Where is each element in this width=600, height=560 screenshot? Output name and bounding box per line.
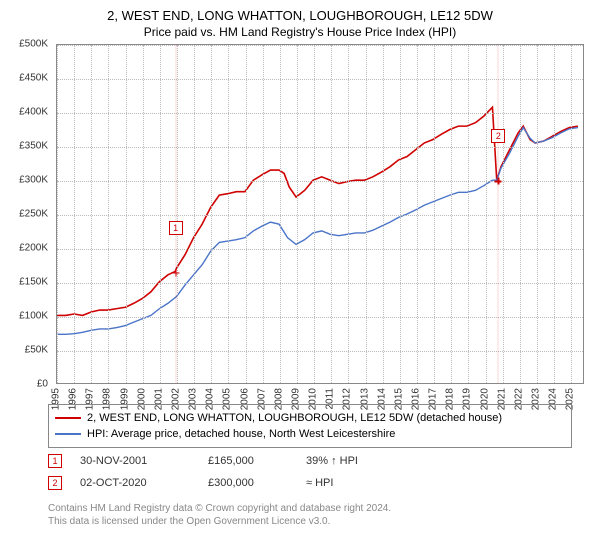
gridline xyxy=(571,45,572,383)
y-tick-label: £200K xyxy=(8,243,48,254)
gridline xyxy=(57,249,583,250)
gridline xyxy=(57,181,583,182)
chart-area: £0 £50K £100K £150K £200K £250K £300K £350K £400… xyxy=(8,44,592,400)
y-tick-label: £300K xyxy=(8,175,48,186)
footer-attribution: Contains HM Land Registry data © Crown c… xyxy=(48,502,572,528)
gridline xyxy=(160,45,161,383)
gridline xyxy=(228,45,229,383)
sale-delta: ≈ HPI xyxy=(306,477,396,489)
gridline xyxy=(126,45,127,383)
gridline xyxy=(503,45,504,383)
gridline xyxy=(211,45,212,383)
legend: 2, WEST END, LONG WHATTON, LOUGHBOROUGH,… xyxy=(48,404,572,448)
gridline xyxy=(383,45,384,383)
gridline xyxy=(194,45,195,383)
sale-idx: 2 xyxy=(48,476,62,490)
gridline xyxy=(554,45,555,383)
sale-marker-label: 1 xyxy=(169,221,183,235)
y-tick-label: £400K xyxy=(8,107,48,118)
legend-swatch xyxy=(55,433,81,435)
legend-row: 2, WEST END, LONG WHATTON, LOUGHBOROUGH,… xyxy=(55,410,565,426)
gridline xyxy=(108,45,109,383)
gridline xyxy=(400,45,401,383)
gridline xyxy=(520,45,521,383)
sales-table: 1 30-NOV-2001 £165,000 39% ↑ HPI 2 02-OCT-202… xyxy=(48,450,572,494)
sale-marker-cross xyxy=(495,178,502,185)
sale-marker-cross xyxy=(172,269,179,276)
gridline xyxy=(451,45,452,383)
legend-label: HPI: Average price, detached house, Nort… xyxy=(87,426,395,442)
y-tick-label: £100K xyxy=(8,311,48,322)
y-tick-label: £50K xyxy=(8,345,48,356)
sale-row: 1 30-NOV-2001 £165,000 39% ↑ HPI xyxy=(48,450,572,472)
y-tick-label: £150K xyxy=(8,277,48,288)
gridline xyxy=(537,45,538,383)
gridline xyxy=(57,79,583,80)
gridline xyxy=(280,45,281,383)
gridline xyxy=(246,45,247,383)
chart-title: 2, WEST END, LONG WHATTON, LOUGHBOROUGH,… xyxy=(0,8,600,23)
gridline xyxy=(314,45,315,383)
sale-highlight xyxy=(175,45,177,383)
y-tick-label: £0 xyxy=(8,379,48,390)
legend-row: HPI: Average price, detached house, Nort… xyxy=(55,426,565,442)
chart-container: 2, WEST END, LONG WHATTON, LOUGHBOROUGH,… xyxy=(0,0,600,560)
gridline xyxy=(486,45,487,383)
title-block: 2, WEST END, LONG WHATTON, LOUGHBOROUGH,… xyxy=(0,0,600,43)
gridline xyxy=(297,45,298,383)
gridline xyxy=(57,45,58,383)
sale-row: 2 02-OCT-2020 £300,000 ≈ HPI xyxy=(48,472,572,494)
sale-price: £300,000 xyxy=(208,477,288,489)
footer-line: Contains HM Land Registry data © Crown c… xyxy=(48,502,572,515)
gridline xyxy=(417,45,418,383)
gridline xyxy=(57,113,583,114)
gridline xyxy=(143,45,144,383)
gridline xyxy=(57,351,583,352)
y-tick-label: £350K xyxy=(8,141,48,152)
gridline xyxy=(91,45,92,383)
gridline xyxy=(366,45,367,383)
y-tick-label: £250K xyxy=(8,209,48,220)
footer-line: This data is licensed under the Open Gov… xyxy=(48,515,572,528)
legend-swatch xyxy=(55,417,81,419)
gridline xyxy=(177,45,178,383)
sale-date: 02-OCT-2020 xyxy=(80,477,190,489)
y-tick-label: £500K xyxy=(8,39,48,50)
gridline xyxy=(57,317,583,318)
gridline xyxy=(331,45,332,383)
gridline xyxy=(434,45,435,383)
gridline xyxy=(348,45,349,383)
y-tick-label: £450K xyxy=(8,73,48,84)
gridline xyxy=(57,45,583,46)
sale-highlight xyxy=(497,45,499,383)
sale-delta: 39% ↑ HPI xyxy=(306,455,396,467)
chart-subtitle: Price paid vs. HM Land Registry's House … xyxy=(0,25,600,39)
gridline xyxy=(468,45,469,383)
gridline xyxy=(263,45,264,383)
gridline xyxy=(74,45,75,383)
gridline xyxy=(57,215,583,216)
plot-area: 12 xyxy=(56,44,584,384)
gridline xyxy=(57,147,583,148)
sale-price: £165,000 xyxy=(208,455,288,467)
sale-marker-label: 2 xyxy=(491,129,505,143)
legend-label: 2, WEST END, LONG WHATTON, LOUGHBOROUGH,… xyxy=(87,410,502,426)
gridline xyxy=(57,283,583,284)
sale-idx: 1 xyxy=(48,454,62,468)
sale-date: 30-NOV-2001 xyxy=(80,455,190,467)
